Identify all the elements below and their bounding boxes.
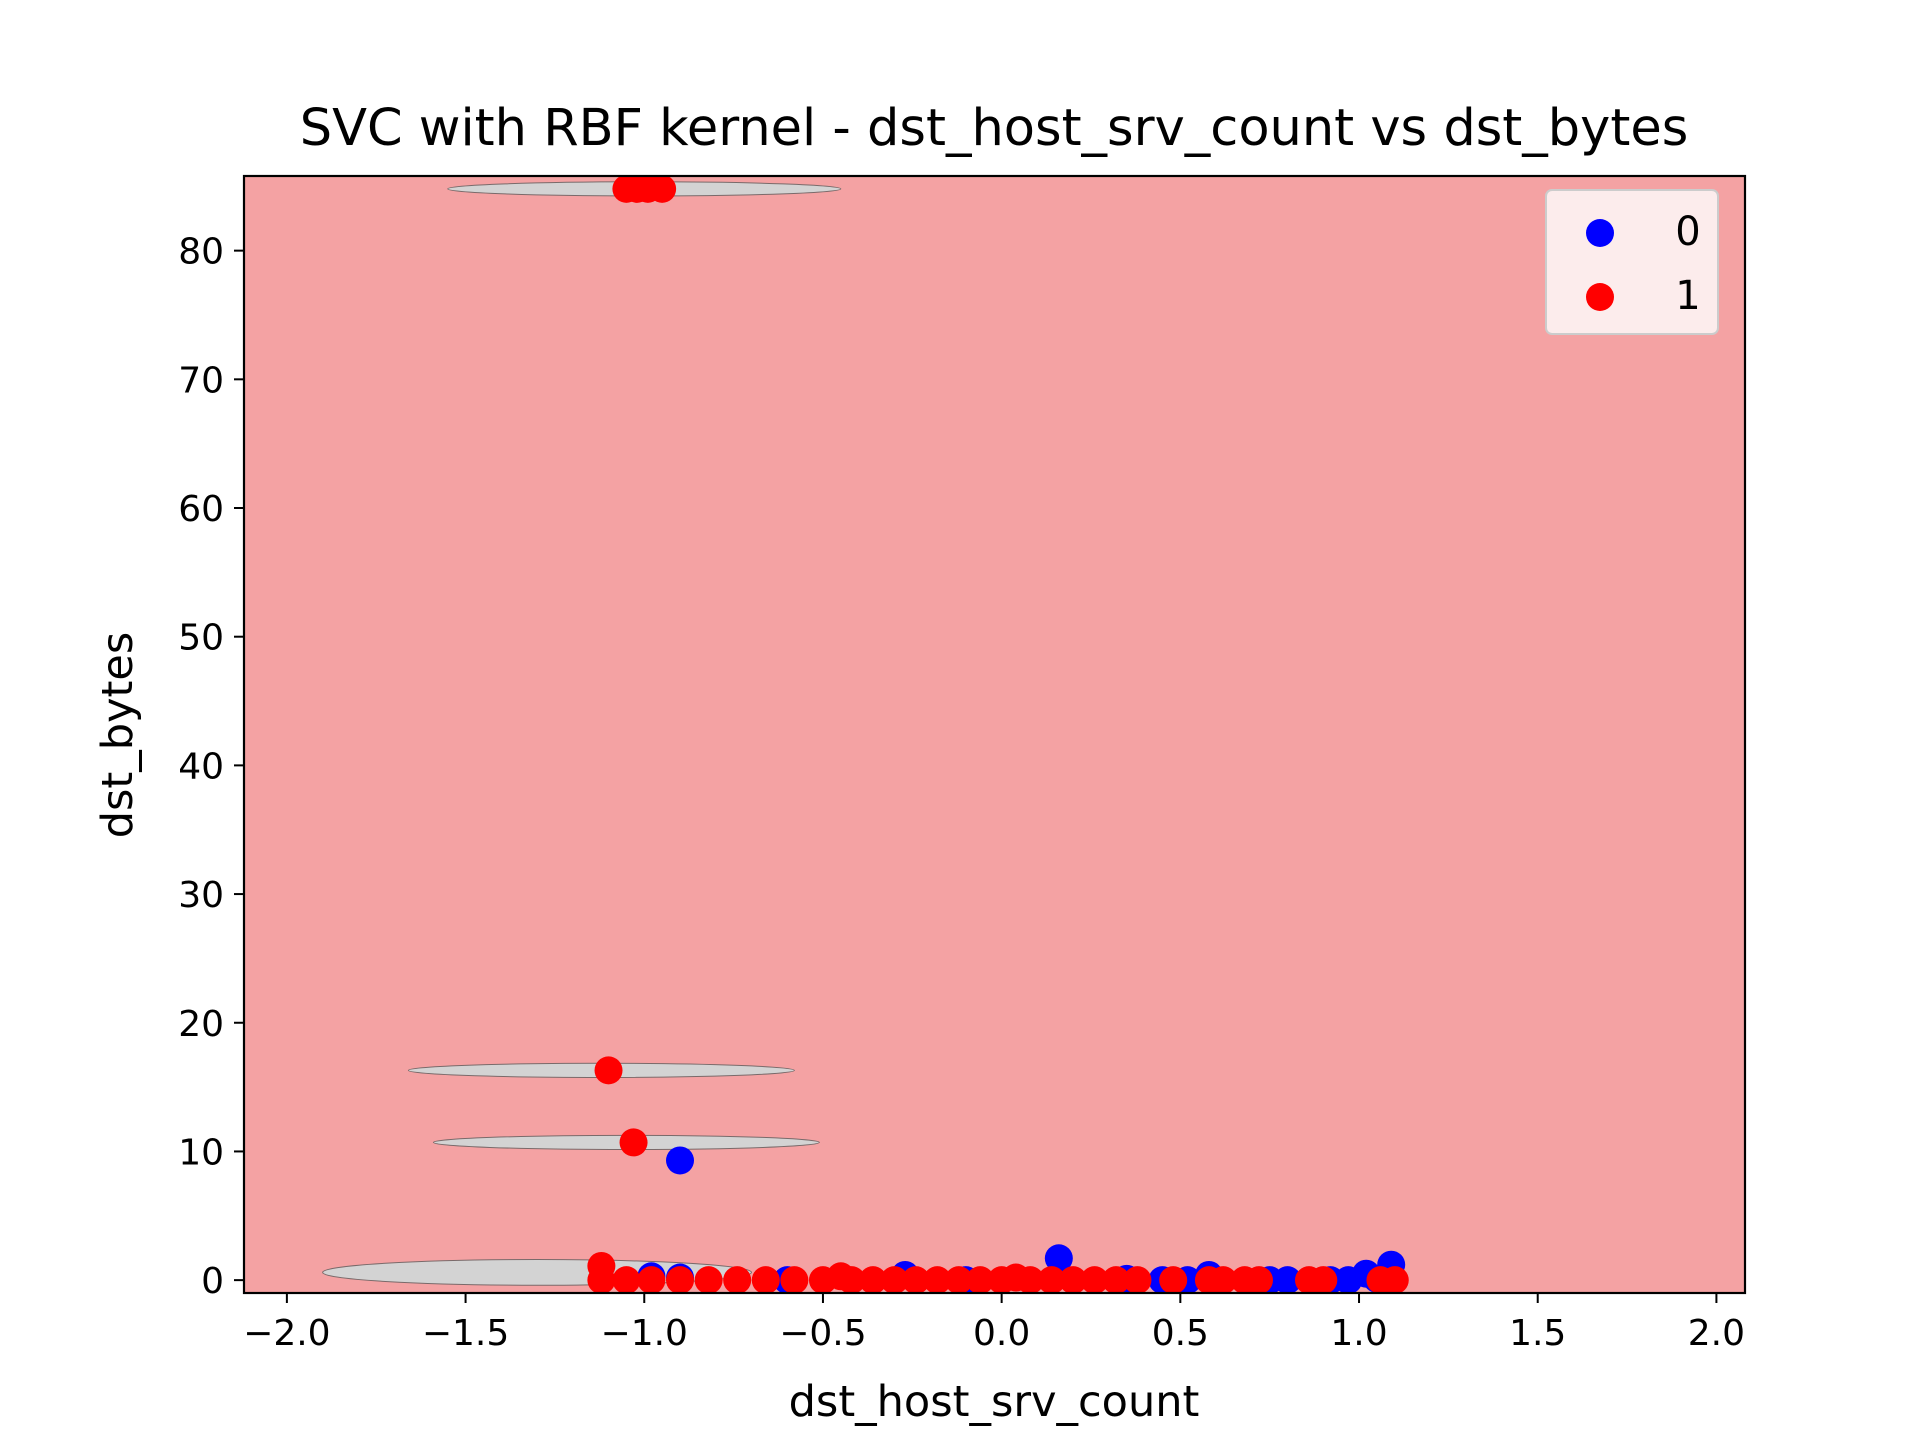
point-class-1-32 [1159, 1266, 1188, 1293]
point-class-1-20 [901, 1266, 930, 1293]
point-class-1-9 [637, 1266, 666, 1293]
x-axis: −2.0 −1.5 −1.0 −0.5 0.0 0.5 1.0 1.5 2.0 [243, 1293, 1745, 1354]
plot-area [242, 174, 1747, 1295]
y-tick-label: 30 [178, 875, 224, 916]
point-class-0-12 [1273, 1266, 1302, 1293]
y-axis: 0 10 20 30 40 50 60 70 80 [178, 232, 244, 1302]
x-tick-label: 0.5 [1152, 1313, 1209, 1354]
y-tick-label: 0 [201, 1261, 224, 1302]
plot-frame [242, 174, 1747, 1295]
point-class-1-10 [666, 1266, 695, 1293]
point-class-1-31 [1123, 1266, 1152, 1293]
point-class-1-26 [1016, 1266, 1045, 1293]
point-class-1-22 [944, 1266, 973, 1293]
legend-label-0: 0 [1675, 209, 1700, 255]
y-tick-label: 10 [178, 1132, 224, 1173]
x-tick-label: −1.0 [601, 1313, 688, 1354]
point-class-1-23 [966, 1266, 995, 1293]
x-tick-label: 1.0 [1330, 1313, 1387, 1354]
point-class-1-30 [1102, 1266, 1131, 1293]
point-class-1-8 [612, 1266, 641, 1293]
legend-label-1: 1 [1675, 273, 1700, 319]
y-tick-label: 60 [178, 489, 224, 530]
point-class-1-29 [1080, 1266, 1109, 1293]
point-class-1-3 [648, 176, 677, 203]
point-class-1-7 [587, 1266, 616, 1293]
x-tick-label: 2.0 [1688, 1313, 1745, 1354]
plot-background [244, 176, 1745, 1293]
y-tick-label: 80 [178, 232, 224, 273]
legend: 0 1 [1545, 189, 1719, 335]
legend-marker-1 [1586, 283, 1614, 311]
point-class-1-11 [694, 1266, 723, 1293]
y-axis-label: dst_bytes [93, 632, 143, 839]
point-class-1-38 [1309, 1266, 1338, 1293]
point-class-1-14 [780, 1266, 809, 1293]
x-tick-label: −2.0 [243, 1313, 330, 1354]
x-tick-label: −1.5 [422, 1313, 509, 1354]
point-class-1-18 [858, 1266, 887, 1293]
point-class-0-1 [1044, 1244, 1073, 1273]
point-class-1-13 [751, 1266, 780, 1293]
point-class-1-12 [723, 1266, 752, 1293]
point-class-1-5 [619, 1128, 648, 1157]
y-tick-label: 20 [178, 1004, 224, 1045]
point-class-1-27 [1037, 1266, 1066, 1293]
y-tick-label: 70 [178, 360, 224, 401]
x-axis-label: dst_host_srv_count [789, 1377, 1200, 1427]
point-class-1-36 [1244, 1266, 1273, 1293]
x-tick-label: 1.5 [1509, 1313, 1566, 1354]
x-tick-label: −0.5 [779, 1313, 866, 1354]
y-tick-label: 40 [178, 746, 224, 787]
chart-title: SVC with RBF kernel - dst_host_srv_count… [300, 99, 1689, 158]
point-class-1-19 [880, 1266, 909, 1293]
point-class-1-17 [837, 1266, 866, 1293]
point-class-1-21 [923, 1266, 952, 1293]
point-class-1-28 [1059, 1266, 1088, 1293]
point-class-0-14 [1334, 1266, 1363, 1293]
point-class-1-4 [594, 1056, 623, 1085]
point-class-1-40 [1380, 1266, 1409, 1293]
x-tick-label: 0.0 [973, 1313, 1030, 1354]
y-tick-label: 50 [178, 618, 224, 659]
legend-marker-0 [1586, 219, 1614, 247]
point-class-0-0 [666, 1146, 695, 1175]
point-class-1-34 [1209, 1266, 1238, 1293]
